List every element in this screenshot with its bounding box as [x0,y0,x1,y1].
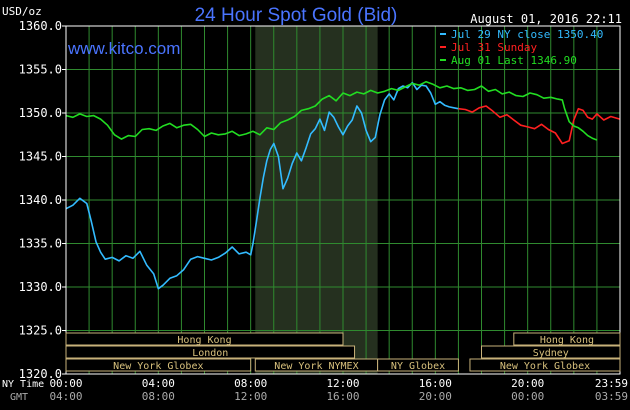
market-sessions: Hong Kong Hong Kong London Sydney New York G… [65,332,621,372]
y-tick-label: 1325.0 [19,324,62,338]
y-tick-label: 1340.0 [19,193,62,207]
series-line [65,81,459,290]
grid-lines [65,25,621,375]
session-box [469,358,621,372]
x-tick-label-gmt: 20:00 [419,390,452,403]
x-tick-label-ny: 08:00 [234,377,267,390]
legend-label: Jul 31 Sunday [451,41,537,54]
x-tick-label-gmt: 12:00 [234,390,267,403]
y-tick-label: 1360.0 [19,19,62,33]
legend-label: Jul 29 NY close 1350.40 [451,28,603,41]
gmt-label: GMT [10,392,28,403]
x-tick-label-ny: 20:00 [511,377,544,390]
x-tick-label-gmt: 08:00 [142,390,175,403]
y-axis-unit: USD/oz [2,5,42,18]
session-label: New York Globex [113,361,203,372]
session-label: Hong Kong [177,335,231,346]
session-label: NY Globex [391,361,445,372]
session-label: Sydney [533,348,569,359]
session-label: Hong Kong [540,335,594,346]
x-tick-label-ny: 00:00 [49,377,82,390]
timestamp: August 01, 2016 22:11 [470,12,622,26]
y-tick-label: 1330.0 [19,280,62,294]
legend-label: Aug 01 Last 1346.90 [451,54,577,67]
y-tick-label: 1355.0 [19,63,62,77]
session-box [377,358,459,372]
session-label: London [192,348,228,359]
x-tick-label-gmt: 04:00 [49,390,82,403]
session-box [481,345,621,359]
x-axis-ticks: 00:0004:0004:0008:0008:0012:0012:0016:00… [49,377,628,403]
session-label: New York NYMEX [274,361,358,372]
session-box [513,332,621,346]
y-tick-label: 1350.0 [19,106,62,120]
session-box [65,345,356,359]
x-tick-label-ny: 12:00 [326,377,359,390]
x-tick-label-gmt: 16:00 [326,390,359,403]
x-tick-label-ny: 23:59 [595,377,628,390]
x-tick-label-gmt: 03:59 [595,390,628,403]
series-line [458,105,621,145]
y-tick-label: 1335.0 [19,237,62,251]
series-layer [65,80,621,290]
x-tick-label-ny: 16:00 [419,377,452,390]
series-line [65,80,598,141]
x-tick-label-ny: 04:00 [142,377,175,390]
x-tick-label-gmt: 00:00 [511,390,544,403]
session-label: New York Globex [500,361,590,372]
site-watermark: www.kitco.com [67,39,180,58]
chart-title: 24 Hour Spot Gold (Bid) [195,5,398,26]
session-box [65,358,252,372]
session-box [65,332,344,346]
y-tick-label: 1320.0 [19,367,62,381]
ny-time-label: NY Time [2,379,44,390]
y-axis-ticks: 1320.0 1325.0 1330.0 1335.0 1340.0 1345.0 1350… [19,19,66,381]
y-tick-label: 1345.0 [19,150,62,164]
